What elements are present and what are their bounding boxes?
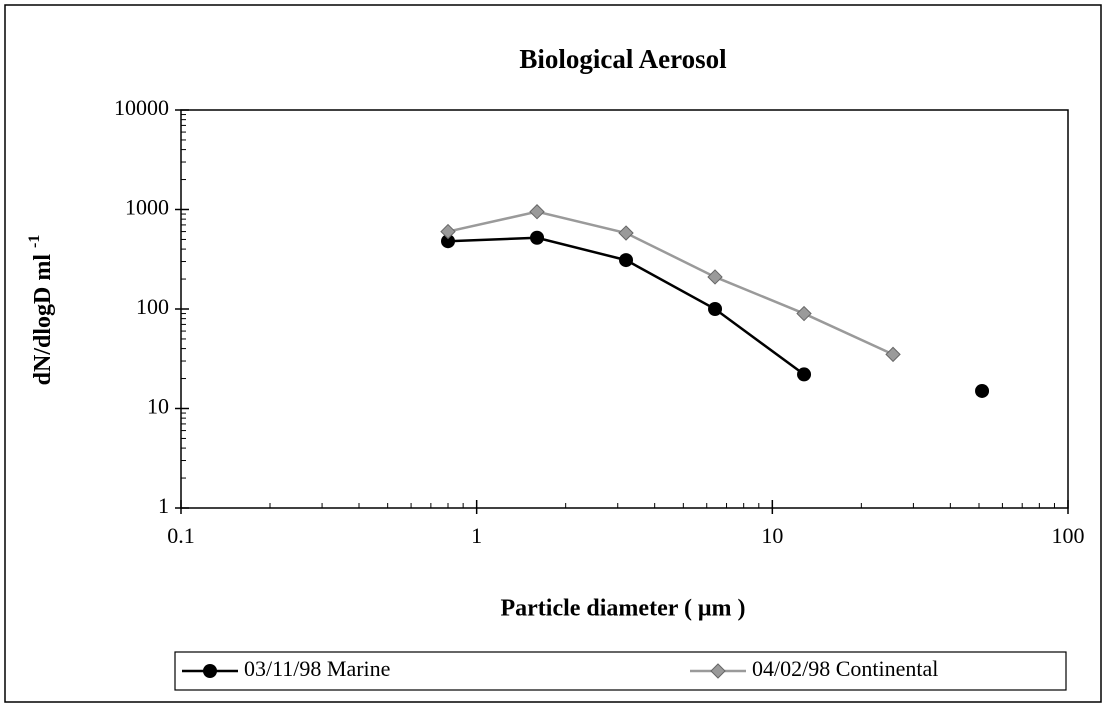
data-point [885, 346, 901, 363]
y-tick-label: 10 [147, 394, 169, 419]
plot-area [180, 109, 1069, 509]
y-tick-label: 10000 [114, 95, 169, 120]
data-point [530, 230, 545, 245]
data-point [707, 269, 723, 285]
x-tick-label: 1 [471, 523, 482, 548]
x-tick-label: 100 [1052, 523, 1085, 548]
chart-frame [4, 4, 1102, 703]
legend-marker [203, 664, 217, 678]
data-point [796, 305, 812, 322]
data-point [618, 225, 634, 241]
data-point [797, 367, 812, 382]
legend-label: 04/02/98 Continental [752, 656, 938, 681]
chart-title: Biological Aerosol [519, 44, 727, 74]
data-point [441, 234, 456, 249]
y-tick-label: 1 [158, 493, 169, 518]
legend-marker [710, 663, 726, 679]
y-axis-label-main: dN/dlogD ml [30, 254, 56, 386]
y-tick-label: 1000 [125, 195, 169, 220]
series-line [447, 210, 894, 356]
data-point [440, 223, 456, 240]
legend-label: 03/11/98 Marine [244, 656, 390, 681]
legend [174, 651, 1067, 691]
y-axis-label-sup: -1 [26, 235, 43, 248]
data-point [708, 302, 723, 316]
data-point [975, 383, 990, 398]
y-axis-label: dN/dlogD ml -1 [26, 235, 56, 386]
x-tick-label: 0.1 [167, 523, 195, 548]
x-tick-label: 10 [761, 523, 783, 548]
data-point [529, 204, 545, 220]
y-tick-label: 100 [136, 294, 169, 319]
x-axis-label: Particle diameter ( μm ) [500, 596, 745, 622]
data-point [619, 253, 634, 268]
